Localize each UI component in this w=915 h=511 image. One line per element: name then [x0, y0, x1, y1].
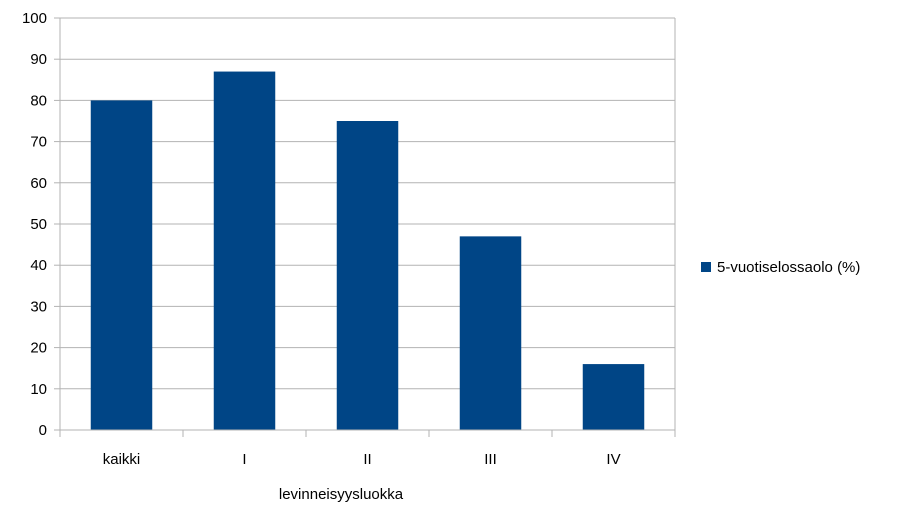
- y-tick-label: 10: [30, 381, 47, 398]
- y-tick-label: 90: [30, 51, 47, 68]
- legend-swatch: [701, 262, 711, 272]
- y-tick-label: 20: [30, 340, 47, 357]
- x-tick-label: kaikki: [103, 451, 141, 468]
- y-tick-label: 50: [30, 216, 47, 233]
- bar: [90, 100, 153, 431]
- y-tick-label: 30: [30, 298, 47, 315]
- axes: [54, 17, 676, 437]
- x-tick-labels: kaikki I II III IV: [103, 451, 621, 468]
- bar: [582, 364, 645, 430]
- bars: [90, 71, 645, 431]
- x-axis-title: levinneisyysluokka: [279, 486, 404, 503]
- x-tick-label: I: [242, 451, 246, 468]
- x-tick-label: II: [363, 451, 371, 468]
- bar: [213, 71, 276, 430]
- legend: 5-vuotiselossaolo (%): [701, 259, 860, 276]
- y-tick-label: 0: [39, 422, 47, 439]
- bar: [336, 121, 399, 430]
- legend-label: 5-vuotiselossaolo (%): [717, 259, 860, 276]
- y-tick-label: 100: [22, 10, 47, 27]
- bar: [459, 236, 522, 430]
- x-tick-label: IV: [606, 451, 620, 468]
- y-tick-label: 80: [30, 92, 47, 109]
- y-tick-label: 60: [30, 175, 47, 192]
- x-tick-label: III: [484, 451, 497, 468]
- y-tick-labels: 0 10 20 30 40 50 60 70 80 90 100: [22, 10, 47, 439]
- y-tick-label: 40: [30, 257, 47, 274]
- y-tick-label: 70: [30, 134, 47, 151]
